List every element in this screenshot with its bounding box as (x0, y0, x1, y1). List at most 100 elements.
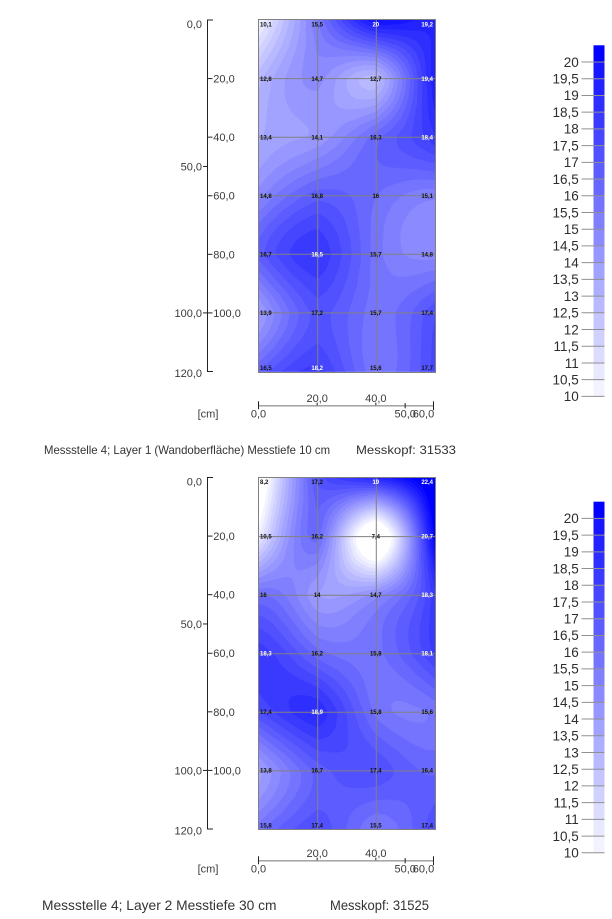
svg-text:8,2: 8,2 (260, 480, 269, 486)
svg-text:11,5: 11,5 (554, 339, 579, 354)
svg-text:20,0: 20,0 (213, 531, 234, 543)
svg-text:16,3: 16,3 (370, 136, 382, 142)
svg-text:15,8: 15,8 (260, 823, 272, 829)
svg-text:14,7: 14,7 (311, 77, 323, 83)
svg-text:15,1: 15,1 (421, 194, 433, 200)
svg-text:20: 20 (564, 511, 579, 526)
svg-text:14,7: 14,7 (370, 593, 382, 599)
svg-text:18: 18 (564, 122, 579, 137)
svg-text:40,0: 40,0 (213, 590, 234, 602)
svg-text:16,8: 16,8 (311, 194, 323, 200)
svg-text:20: 20 (372, 23, 379, 29)
svg-text:16,5: 16,5 (553, 628, 579, 643)
svg-text:19,2: 19,2 (421, 23, 433, 29)
svg-text:12: 12 (564, 779, 579, 794)
svg-text:15,6: 15,6 (421, 710, 433, 716)
svg-text:12,7: 12,7 (370, 77, 382, 83)
svg-text:100,0: 100,0 (213, 308, 241, 320)
svg-text:15,7: 15,7 (370, 253, 382, 259)
svg-text:120,0: 120,0 (174, 368, 202, 380)
svg-text:40,0: 40,0 (365, 848, 386, 860)
svg-text:120,0: 120,0 (174, 826, 202, 838)
svg-text:17,5: 17,5 (553, 595, 579, 610)
svg-text:16: 16 (564, 189, 579, 204)
svg-text:19: 19 (564, 545, 579, 560)
svg-text:13: 13 (564, 745, 579, 760)
svg-text:60,0: 60,0 (213, 648, 234, 660)
svg-text:15,5: 15,5 (553, 662, 579, 677)
svg-text:18: 18 (564, 578, 579, 593)
svg-text:15,7: 15,7 (370, 311, 382, 317)
svg-text:13,9: 13,9 (260, 311, 272, 317)
svg-text:13,8: 13,8 (260, 769, 272, 775)
svg-text:17,2: 17,2 (311, 480, 323, 486)
svg-text:11: 11 (565, 356, 579, 371)
svg-text:17,4: 17,4 (421, 311, 433, 317)
svg-text:10,5: 10,5 (553, 829, 579, 844)
svg-text:12,8: 12,8 (260, 77, 272, 83)
svg-text:17,4: 17,4 (421, 823, 433, 829)
svg-text:10: 10 (564, 846, 579, 861)
svg-text:12,5: 12,5 (553, 762, 579, 777)
svg-text:7,4: 7,4 (372, 534, 381, 540)
svg-text:18,5: 18,5 (553, 105, 579, 120)
svg-text:17,4: 17,4 (370, 769, 382, 775)
svg-text:100,0: 100,0 (213, 765, 241, 777)
svg-text:17,4: 17,4 (260, 710, 272, 716)
svg-text:15,5: 15,5 (370, 823, 382, 829)
svg-text:18,4: 18,4 (421, 136, 433, 142)
svg-text:40,0: 40,0 (213, 132, 234, 144)
svg-text:18,5: 18,5 (311, 253, 323, 259)
svg-text:19: 19 (564, 88, 579, 103)
svg-text:15,6: 15,6 (370, 366, 382, 372)
svg-text:0,0: 0,0 (251, 863, 266, 875)
svg-text:16: 16 (564, 645, 579, 660)
svg-text:50,0: 50,0 (181, 161, 202, 173)
svg-text:14,8: 14,8 (421, 253, 433, 259)
svg-text:14,8: 14,8 (260, 194, 272, 200)
svg-text:60,0: 60,0 (413, 863, 434, 875)
svg-text:50,0: 50,0 (181, 619, 202, 631)
svg-text:17: 17 (564, 612, 579, 627)
svg-text:16: 16 (260, 593, 267, 599)
svg-text:12: 12 (564, 322, 579, 337)
svg-text:18,2: 18,2 (311, 366, 323, 372)
svg-text:16,2: 16,2 (311, 652, 323, 658)
svg-text:20,0: 20,0 (213, 74, 234, 86)
svg-text:0,0: 0,0 (251, 408, 266, 420)
svg-text:18,1: 18,1 (421, 652, 433, 658)
svg-text:15: 15 (564, 222, 579, 237)
svg-text:16,2: 16,2 (311, 534, 323, 540)
svg-text:22,4: 22,4 (421, 480, 433, 486)
svg-text:17,2: 17,2 (311, 311, 323, 317)
svg-text:17,4: 17,4 (311, 823, 323, 829)
svg-text:13,4: 13,4 (260, 136, 272, 142)
svg-text:10,1: 10,1 (260, 23, 272, 29)
svg-text:15: 15 (564, 678, 579, 693)
svg-text:18,3: 18,3 (260, 652, 272, 658)
svg-text:19,4: 19,4 (421, 77, 433, 83)
svg-text:100,0: 100,0 (174, 765, 202, 777)
svg-text:[cm]: [cm] (198, 863, 219, 875)
svg-text:14: 14 (564, 255, 580, 270)
svg-text:13: 13 (564, 289, 579, 304)
svg-text:60,0: 60,0 (213, 191, 234, 203)
svg-text:14,1: 14,1 (311, 136, 323, 142)
svg-text:80,0: 80,0 (213, 249, 234, 261)
svg-text:16,7: 16,7 (311, 769, 323, 775)
svg-text:15,8: 15,8 (370, 652, 382, 658)
svg-text:80,0: 80,0 (213, 707, 234, 719)
svg-text:20,0: 20,0 (306, 848, 327, 860)
svg-text:0,0: 0,0 (187, 19, 202, 31)
svg-text:14,5: 14,5 (553, 695, 579, 710)
svg-text:16,5: 16,5 (260, 366, 272, 372)
svg-text:16: 16 (372, 194, 379, 200)
svg-text:13,5: 13,5 (553, 729, 579, 744)
svg-text:14: 14 (314, 593, 321, 599)
svg-text:[cm]: [cm] (198, 408, 219, 420)
svg-text:15,5: 15,5 (553, 205, 579, 220)
svg-text:20,0: 20,0 (306, 393, 327, 405)
svg-text:40,0: 40,0 (365, 393, 386, 405)
svg-text:10,5: 10,5 (260, 534, 272, 540)
svg-text:19,5: 19,5 (553, 528, 579, 543)
